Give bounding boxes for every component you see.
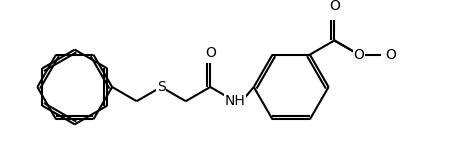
Text: O: O (385, 48, 396, 62)
Text: S: S (157, 80, 166, 94)
Text: O: O (205, 46, 216, 60)
Text: O: O (329, 0, 340, 13)
Text: NH: NH (224, 94, 245, 108)
Text: O: O (354, 48, 365, 62)
